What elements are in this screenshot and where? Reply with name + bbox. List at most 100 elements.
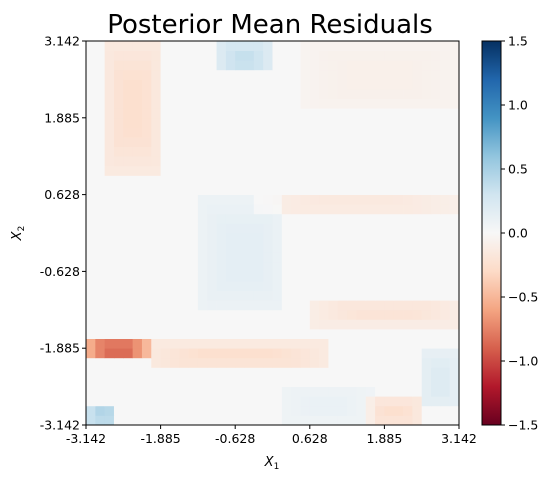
heatmap-cell (197, 377, 208, 387)
heatmap-cell (123, 377, 134, 387)
heatmap-cell (272, 261, 283, 272)
heatmap-cell (151, 146, 161, 157)
heatmap-cell (291, 233, 301, 243)
heatmap-cell (337, 386, 348, 397)
heatmap-cell (132, 194, 143, 205)
heatmap-cell (431, 69, 441, 80)
heatmap-cell (151, 79, 161, 90)
heatmap-cell (347, 357, 357, 368)
heatmap-cell (169, 281, 180, 291)
heatmap-cell (309, 165, 320, 176)
heatmap-cell (160, 300, 171, 311)
heatmap-cell (95, 233, 106, 243)
heatmap-cell (141, 127, 152, 138)
heatmap-cell (197, 396, 208, 407)
heatmap-cell (440, 242, 451, 253)
heatmap-cell (160, 252, 171, 263)
heatmap-cell (328, 69, 339, 80)
colorbar-tick-label: −1.5 (508, 418, 538, 433)
heatmap-cell (160, 386, 171, 397)
heatmap-cell (375, 252, 385, 263)
heatmap-cell (225, 165, 236, 176)
heatmap-cell (169, 223, 180, 234)
heatmap-cell (235, 117, 245, 128)
heatmap-cell (347, 185, 357, 195)
heatmap-cell (104, 69, 115, 80)
heatmap-cell (319, 405, 329, 416)
heatmap-cell (300, 165, 311, 176)
heatmap-cell (412, 252, 423, 263)
heatmap-cell (421, 165, 432, 176)
heatmap-cell (132, 281, 143, 291)
heatmap-cell (356, 242, 367, 253)
colorbar-tick-label: −1.0 (508, 354, 538, 369)
heatmap-cell (123, 69, 134, 80)
heatmap-cell (309, 300, 320, 311)
heatmap-cell (86, 50, 96, 61)
heatmap-cell (263, 377, 273, 387)
heatmap-cell (272, 300, 283, 311)
heatmap-cell (216, 146, 227, 157)
heatmap-cell (272, 185, 283, 195)
heatmap-cell (253, 69, 264, 80)
heatmap-cell (188, 367, 199, 378)
heatmap-cell (123, 357, 134, 368)
heatmap-cell (225, 329, 236, 339)
heatmap-cell (393, 194, 404, 205)
heatmap-cell (141, 165, 152, 176)
heatmap-cell (440, 281, 451, 291)
heatmap-cell (169, 367, 180, 378)
heatmap-cell (319, 69, 329, 80)
heatmap-cell (244, 415, 255, 426)
heatmap-cell (403, 146, 413, 157)
heatmap-cell (403, 242, 413, 253)
heatmap-cell (337, 175, 348, 186)
heatmap-cell (123, 348, 134, 359)
heatmap-cell (309, 261, 320, 272)
heatmap-cell (253, 338, 264, 349)
heatmap-cell (319, 185, 329, 195)
heatmap-cell (272, 146, 283, 157)
heatmap-cell (440, 194, 451, 205)
heatmap-cell (365, 165, 376, 176)
heatmap-cell (132, 127, 143, 138)
heatmap-cell (235, 165, 245, 176)
heatmap-cell (253, 309, 264, 320)
heatmap-cell (365, 175, 376, 186)
heatmap-cell (113, 261, 124, 272)
heatmap-cell (431, 329, 441, 339)
heatmap-cell (291, 175, 301, 186)
heatmap-cell (393, 338, 404, 349)
heatmap-cell (356, 329, 367, 339)
heatmap-cell (431, 89, 441, 99)
heatmap-cell (104, 357, 115, 368)
heatmap-cell (291, 127, 301, 138)
heatmap-cell (300, 271, 311, 282)
heatmap-cell (113, 50, 124, 61)
heatmap-cell (263, 89, 273, 99)
heatmap-cell (151, 396, 161, 407)
heatmap-cell (235, 377, 245, 387)
heatmap-cell (281, 261, 292, 272)
heatmap-cell (272, 252, 283, 263)
heatmap-cell (141, 69, 152, 80)
heatmap-cell (449, 137, 460, 147)
heatmap-cell (431, 367, 441, 378)
heatmap-cell (291, 165, 301, 176)
heatmap-cell (169, 185, 180, 195)
heatmap-cell (375, 223, 385, 234)
heatmap-cell (272, 41, 283, 51)
heatmap-cell (319, 175, 329, 186)
heatmap-cell (421, 396, 432, 407)
heatmap-cell (319, 89, 329, 99)
heatmap-cell (123, 367, 134, 378)
heatmap-cell (141, 377, 152, 387)
heatmap-cell (225, 213, 236, 224)
heatmap-cell (197, 60, 208, 71)
heatmap-cell (375, 357, 385, 368)
heatmap-cell (365, 290, 376, 301)
heatmap-cell (160, 69, 171, 80)
heatmap-cell (263, 319, 273, 330)
heatmap-cell (216, 377, 227, 387)
heatmap-cell (263, 290, 273, 301)
